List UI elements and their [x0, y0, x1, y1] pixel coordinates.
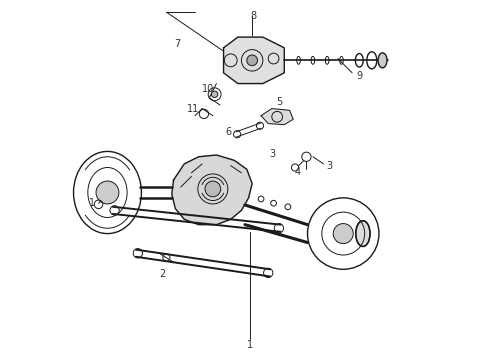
Text: 3: 3 [326, 161, 332, 171]
Text: 7: 7 [174, 39, 180, 49]
Polygon shape [261, 109, 293, 125]
Circle shape [205, 181, 220, 197]
Circle shape [211, 91, 218, 98]
Circle shape [333, 224, 353, 244]
Polygon shape [172, 155, 252, 225]
Circle shape [247, 55, 258, 66]
Text: 1: 1 [247, 340, 253, 350]
Text: 5: 5 [276, 97, 282, 107]
Text: 8: 8 [251, 11, 257, 21]
Text: 11: 11 [187, 104, 199, 113]
Text: 10: 10 [202, 84, 215, 94]
Text: 3: 3 [270, 149, 276, 159]
Polygon shape [223, 37, 284, 84]
Text: 1: 1 [89, 198, 95, 208]
Text: 9: 9 [356, 71, 363, 81]
Text: 4: 4 [295, 167, 301, 177]
Circle shape [96, 181, 119, 204]
Ellipse shape [356, 221, 370, 247]
Ellipse shape [378, 53, 387, 68]
Text: 6: 6 [226, 127, 232, 137]
Text: 2: 2 [160, 269, 166, 279]
